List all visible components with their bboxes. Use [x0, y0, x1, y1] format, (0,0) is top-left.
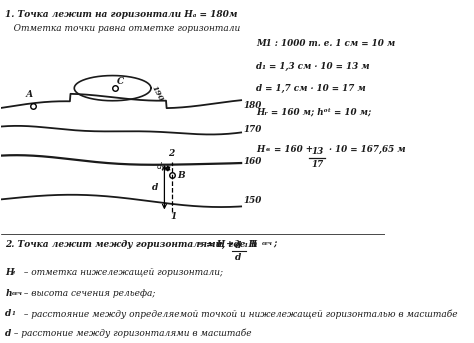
Text: в: в [265, 147, 270, 152]
Text: С: С [117, 77, 124, 86]
Text: h: h [5, 289, 12, 298]
Text: 17: 17 [311, 159, 323, 169]
Text: 1: 1 [170, 212, 176, 221]
Text: 1: 1 [11, 311, 15, 316]
Text: H: H [256, 145, 264, 154]
Text: h: h [247, 239, 257, 249]
Text: ;: ; [273, 239, 276, 249]
Text: = 160 +: = 160 + [271, 145, 316, 154]
Text: 13: 13 [311, 147, 323, 156]
Text: сеч: сеч [262, 241, 272, 246]
Text: г: г [219, 241, 222, 246]
Text: d: d [5, 309, 11, 318]
Text: – отметка нижележащей горизонтали;: – отметка нижележащей горизонтали; [20, 269, 223, 277]
Text: г: г [11, 270, 15, 275]
Text: – расстоние между горизонталями в масштабе: – расстоние между горизонталями в масшта… [11, 329, 252, 338]
Text: – расстояние между определяемой точкой и нижележащей горизонталью в масштабе: – расстояние между определяемой точкой и… [20, 309, 457, 319]
Text: в: в [198, 241, 202, 246]
Text: H: H [5, 269, 14, 277]
Text: 160: 160 [243, 157, 262, 166]
Text: 150: 150 [243, 196, 262, 205]
Text: d: d [152, 183, 158, 192]
Text: +: + [223, 239, 237, 249]
Text: 1: 1 [244, 243, 248, 248]
Text: · 10 = 167,65 м: · 10 = 167,65 м [326, 145, 406, 154]
Text: 170: 170 [243, 126, 262, 134]
Text: d = 1,7 см · 10 = 17 м: d = 1,7 см · 10 = 17 м [256, 84, 366, 93]
Text: Hᵣ = 160 м; hᵒᵗ = 10 м;: Hᵣ = 160 м; hᵒᵗ = 10 м; [256, 107, 372, 116]
Text: 180: 180 [243, 101, 262, 110]
Text: d: d [5, 329, 11, 338]
Text: $d_1$: $d_1$ [156, 161, 166, 173]
Text: В: В [177, 171, 185, 180]
Text: d₁ = 1,3 см · 10 = 13 м: d₁ = 1,3 см · 10 = 13 м [256, 62, 370, 71]
Text: 2: 2 [168, 149, 174, 158]
Text: – высота сечения рельефа;: – высота сечения рельефа; [20, 289, 155, 298]
Text: М1 : 1000 т. е. 1 см = 10 м: М1 : 1000 т. е. 1 см = 10 м [256, 39, 396, 48]
Text: сеч: сеч [11, 291, 22, 296]
Text: d: d [235, 253, 242, 262]
Text: d: d [235, 241, 242, 250]
Text: 1. Точка лежит на горизонтали Hₐ = 180м: 1. Точка лежит на горизонтали Hₐ = 180м [5, 10, 237, 19]
Text: = H: = H [203, 239, 225, 249]
Text: А: А [25, 90, 33, 99]
Text: 190: 190 [150, 85, 165, 103]
Text: Отметка точки равна отметке горизонтали: Отметка точки равна отметке горизонтали [5, 24, 240, 33]
Text: 2. Точка лежит между горизонталями, где H: 2. Точка лежит между горизонталями, где … [5, 239, 257, 249]
